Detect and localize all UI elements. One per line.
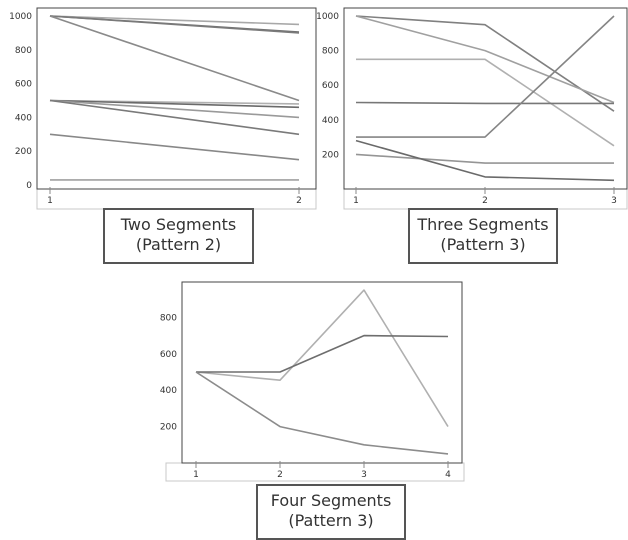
two-segments-series-line-9: [49, 133, 300, 161]
caption-three-segments-line2: (Pattern 3): [440, 235, 526, 254]
four-segments-series-line-3: [195, 371, 449, 455]
four-segments-y-tick-label: 200: [160, 423, 177, 433]
two-segments-y-tick-label: 0: [26, 181, 32, 191]
three-segments-series-line-5: [356, 15, 615, 138]
caption-three-segments-line1: Three Segments: [417, 215, 549, 234]
caption-two-segments: Two Segments (Pattern 2): [103, 208, 254, 264]
three-segments-x-tick-label: 1: [353, 196, 359, 206]
two-segments-series-line-3: [49, 15, 300, 34]
four-segments-x-axis: [165, 462, 465, 482]
three-segments-series-line-2: [355, 15, 615, 104]
two-segments-series-line-8: [49, 99, 300, 136]
three-segments-x-tick-label: 3: [611, 196, 617, 206]
three-segments-x-tick-label: 2: [482, 196, 488, 206]
three-segments-series-line-3: [356, 58, 615, 147]
two-segments-series-line-1: [49, 15, 300, 26]
two-segments-series-line-7: [49, 99, 300, 119]
four-segments-x-tick-label: 3: [361, 470, 367, 480]
four-segments-y-tick-label: 600: [160, 350, 177, 360]
three-segments-y-tick-label: 600: [322, 81, 339, 91]
two-segments-y-tick-label: 600: [15, 80, 32, 90]
three-segments-y-tick-label: 800: [322, 47, 339, 57]
caption-four-segments-line1: Four Segments: [270, 491, 392, 510]
four-segments-x-tick-label: 4: [445, 470, 451, 480]
two-segments-y-tick-label: 800: [15, 46, 32, 56]
four-segments-series-line-2: [196, 334, 449, 373]
two-segments-y-tick-label: 400: [15, 113, 32, 123]
three-segments-series-line-6: [355, 153, 614, 164]
three-segments-y-tick-label: 1000: [316, 12, 339, 22]
two-segments-series-line-4: [49, 15, 300, 102]
two-segments-x-tick-label: 1: [47, 196, 53, 206]
two-segments-series-line-6: [49, 99, 300, 109]
three-segments-y-tick-label: 200: [322, 150, 339, 160]
two-segments-y-tick-label: 1000: [9, 12, 32, 22]
four-segments-y-tick-label: 800: [160, 313, 177, 323]
two-segments-y-tick-label: 200: [15, 147, 32, 157]
caption-three-segments: Three Segments (Pattern 3): [408, 208, 558, 264]
four-segments-y-tick-label: 400: [160, 386, 177, 396]
three-segments-series-line-4: [355, 101, 614, 105]
caption-two-segments-line2: (Pattern 2): [135, 235, 222, 254]
three-segments-plot-frame: [343, 7, 628, 190]
two-segments-x-axis: [36, 188, 317, 210]
four-segments-x-tick-label: 2: [277, 470, 283, 480]
two-segments-x-tick-label: 2: [296, 196, 302, 206]
three-segments-series-line-1: [355, 15, 615, 112]
four-segments-series-line-1: [195, 289, 449, 428]
caption-four-segments: Four Segments (Pattern 3): [256, 484, 406, 540]
three-segments-y-tick-label: 400: [322, 116, 339, 126]
caption-two-segments-line1: Two Segments: [120, 215, 237, 234]
two-segments-plot-frame: [36, 7, 317, 190]
caption-four-segments-line2: (Pattern 3): [288, 511, 374, 530]
four-segments-x-tick-label: 1: [193, 470, 199, 480]
three-segments-series-line-7: [355, 139, 615, 182]
